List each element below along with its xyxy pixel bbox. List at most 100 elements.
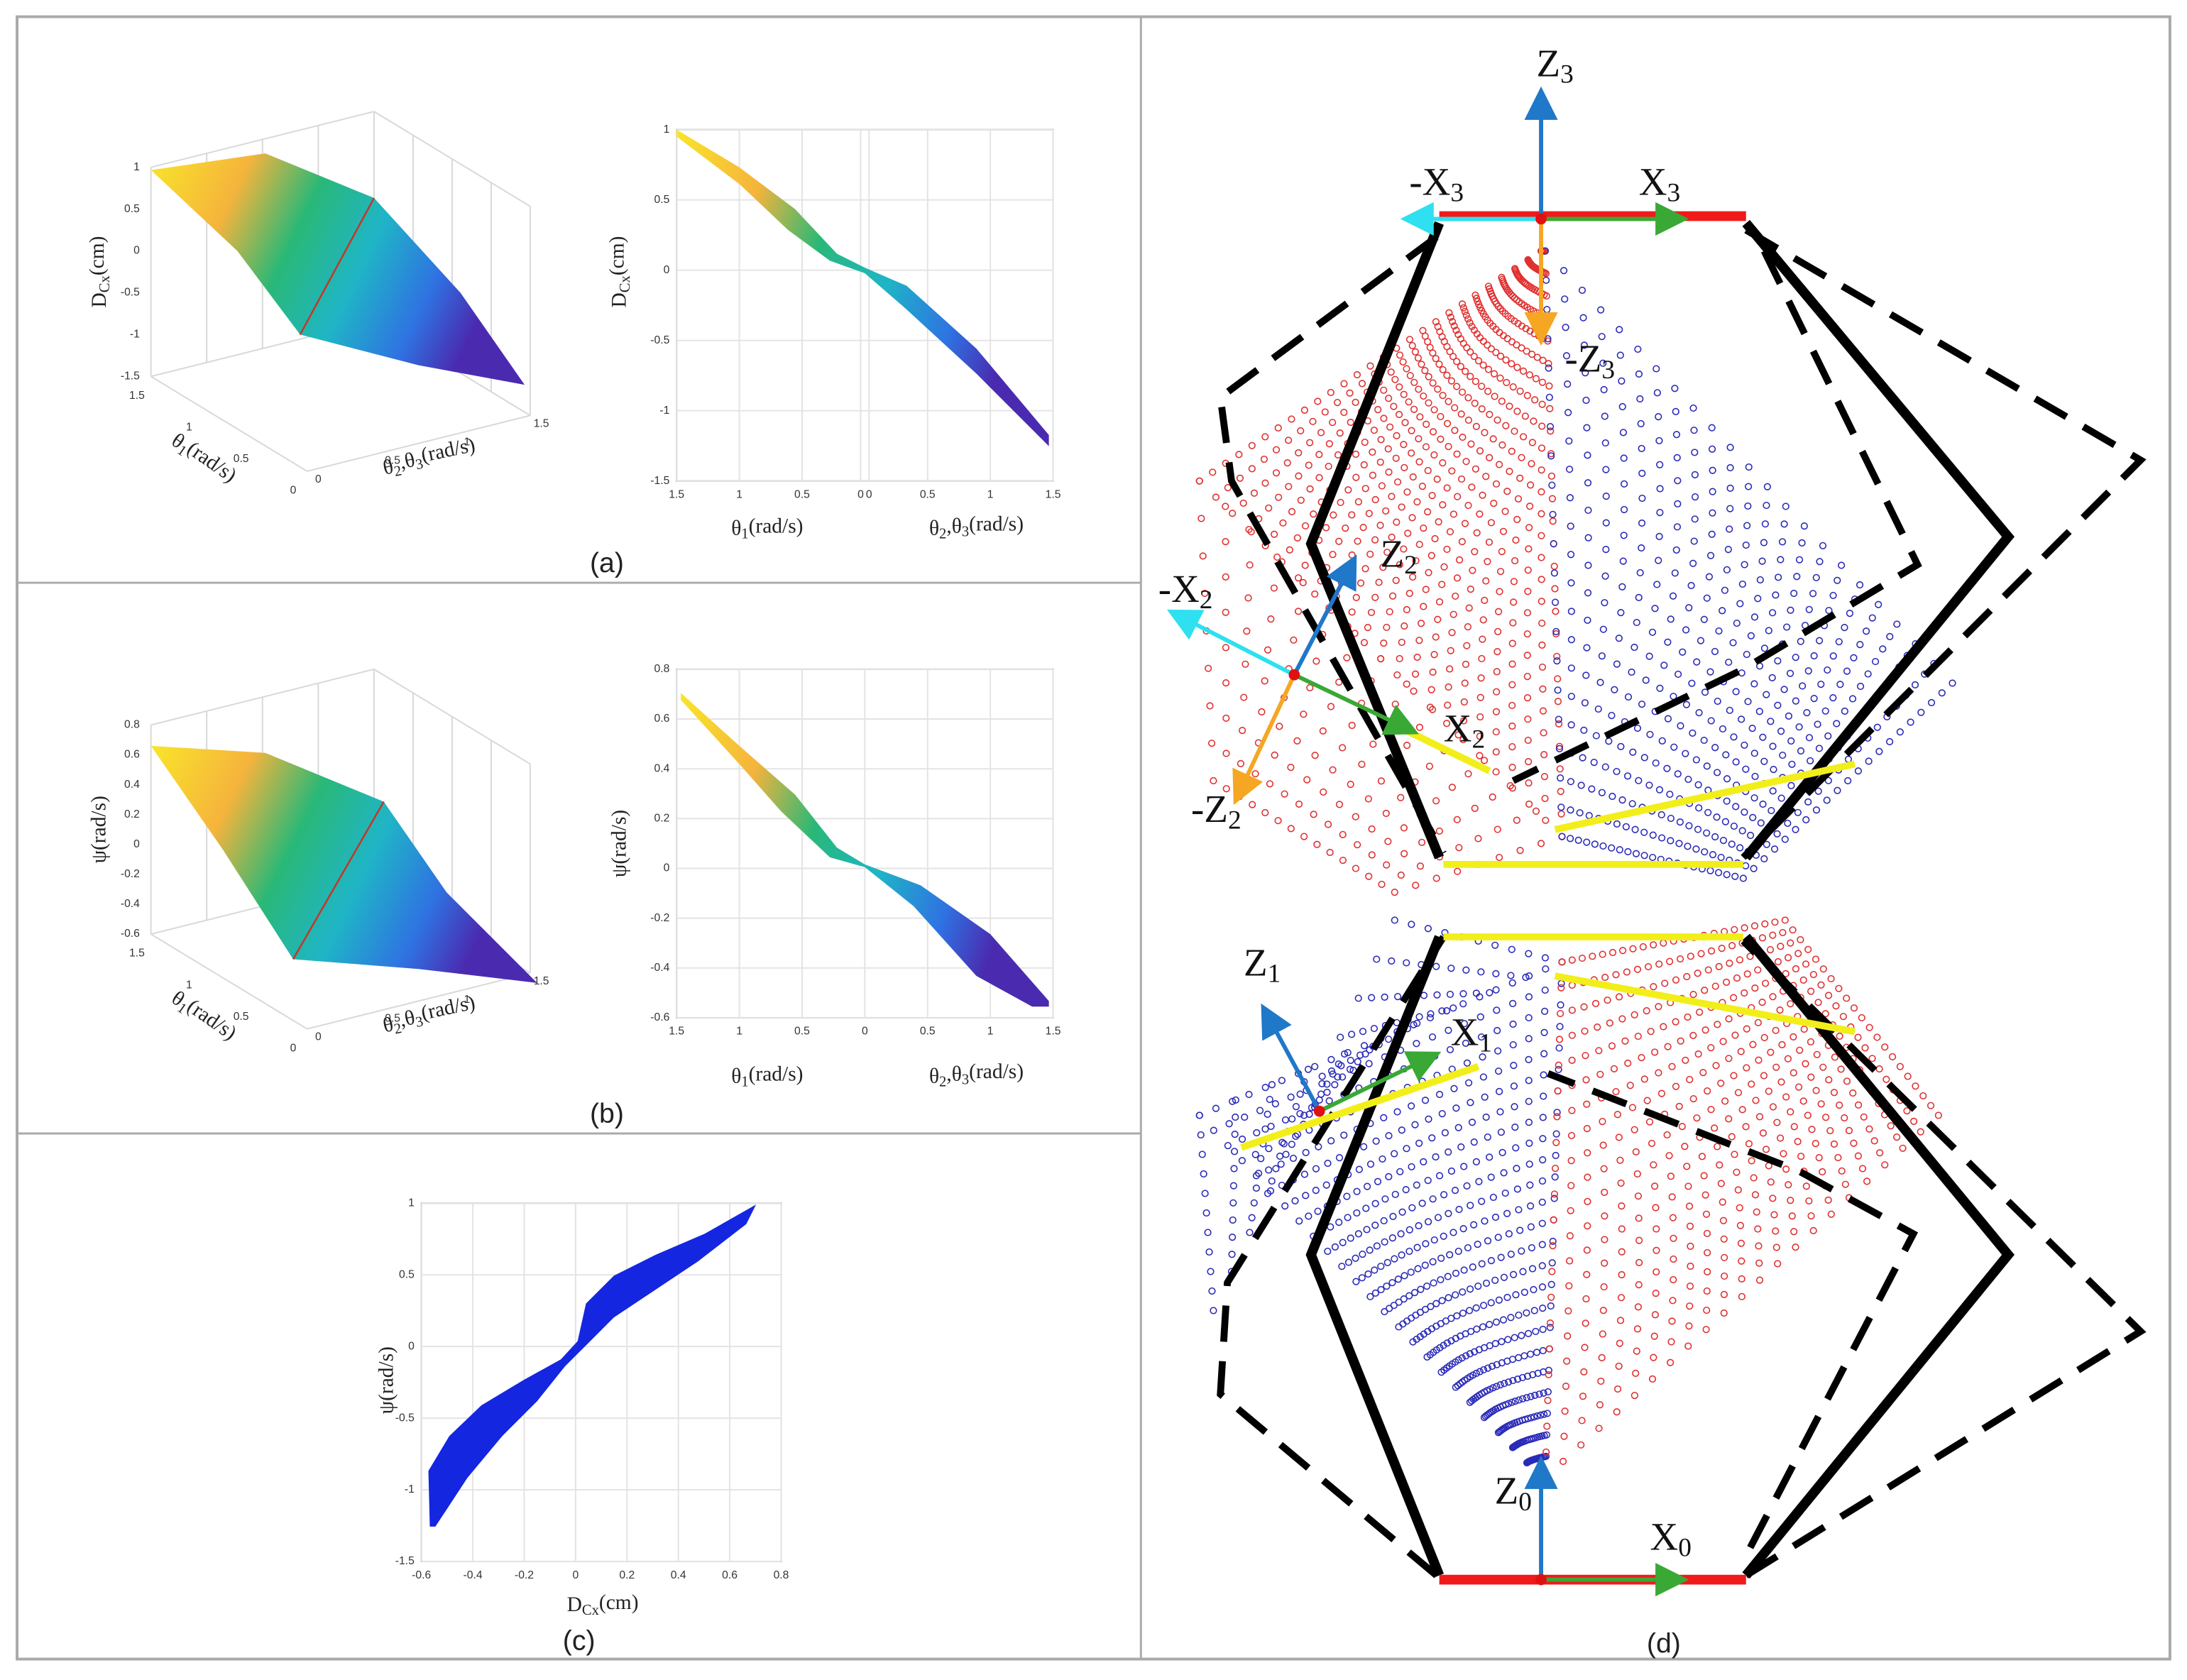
point — [1797, 935, 1804, 944]
point — [1486, 1153, 1493, 1161]
point — [1415, 385, 1423, 393]
point — [1501, 1380, 1508, 1388]
point — [1763, 691, 1770, 698]
point — [1444, 1273, 1452, 1280]
point — [1738, 1275, 1745, 1283]
point — [1428, 706, 1437, 713]
point — [1618, 583, 1626, 591]
point — [1508, 292, 1517, 300]
point — [1617, 1294, 1626, 1302]
point — [1868, 1055, 1876, 1063]
point — [1422, 443, 1430, 451]
point — [1770, 1211, 1778, 1219]
point — [1497, 1129, 1505, 1136]
point — [1594, 705, 1602, 713]
point — [1611, 686, 1618, 693]
point — [1620, 532, 1628, 539]
point — [1503, 1293, 1511, 1302]
point — [1588, 785, 1596, 793]
point — [1433, 991, 1441, 999]
point — [1738, 715, 1745, 723]
point — [1843, 994, 1851, 1002]
point — [1719, 725, 1727, 733]
point — [1425, 1115, 1432, 1123]
point — [1450, 322, 1458, 330]
point — [1542, 816, 1550, 824]
point — [1224, 1141, 1232, 1150]
point — [1510, 598, 1518, 606]
point — [1311, 752, 1319, 759]
point — [1375, 578, 1383, 586]
point — [1777, 1078, 1785, 1086]
point — [1881, 1161, 1889, 1169]
point — [1496, 352, 1505, 360]
point — [1461, 679, 1469, 687]
point — [1335, 537, 1343, 545]
point — [1515, 1354, 1523, 1361]
point — [1567, 636, 1575, 644]
point — [1248, 465, 1256, 473]
axis-arrow — [1166, 609, 1295, 677]
point — [1424, 925, 1432, 933]
point — [1667, 615, 1674, 623]
label-part: (rad/s) — [419, 433, 477, 466]
point — [1431, 534, 1439, 543]
point — [1346, 389, 1354, 397]
point — [1352, 1278, 1360, 1285]
point — [1463, 344, 1471, 352]
point — [1476, 1013, 1484, 1021]
point — [1222, 714, 1230, 722]
point — [1306, 683, 1314, 692]
label-part: -X — [1409, 160, 1450, 203]
point — [1583, 1125, 1591, 1133]
point — [1684, 1013, 1692, 1021]
point — [1371, 495, 1379, 504]
point — [1478, 1260, 1486, 1268]
point — [1449, 353, 1457, 361]
point — [1787, 781, 1795, 789]
point — [1547, 450, 1555, 458]
point — [1300, 710, 1308, 718]
point — [1802, 960, 1810, 968]
x-tick-label: -0.6 — [412, 1569, 431, 1581]
point — [1198, 1151, 1206, 1158]
point — [1403, 605, 1410, 614]
point — [1364, 624, 1371, 632]
point — [1476, 713, 1484, 721]
axis-label: θ1(rad/s) — [731, 1063, 803, 1089]
point — [1541, 1007, 1549, 1016]
point — [1616, 1156, 1624, 1164]
point — [1464, 315, 1472, 323]
point — [1230, 1165, 1238, 1173]
point — [1538, 1177, 1547, 1185]
label-part: 3 — [1601, 355, 1615, 384]
point — [1721, 586, 1729, 594]
point — [1563, 1357, 1571, 1365]
point — [1638, 444, 1645, 453]
point — [1421, 1305, 1430, 1313]
point — [1261, 1125, 1269, 1133]
point — [1413, 1040, 1420, 1048]
x-tick-label: 0.5 — [920, 1026, 936, 1038]
point — [1468, 322, 1476, 330]
point — [1700, 736, 1708, 745]
point — [1716, 1161, 1723, 1169]
point — [1683, 1163, 1691, 1170]
point — [1711, 647, 1719, 656]
point — [1702, 1326, 1710, 1334]
point — [1510, 1270, 1518, 1278]
point — [1329, 419, 1337, 427]
point — [1630, 1011, 1638, 1019]
point — [1773, 1119, 1781, 1126]
point — [1413, 1019, 1421, 1027]
point — [1510, 1062, 1518, 1070]
label-part: Cx — [582, 1603, 600, 1618]
point — [1315, 451, 1323, 459]
point — [1722, 751, 1730, 759]
point — [1490, 500, 1498, 507]
point — [1491, 1276, 1499, 1284]
point — [1581, 1027, 1589, 1035]
point — [1635, 1214, 1643, 1222]
point — [1672, 407, 1679, 415]
point — [1538, 1219, 1546, 1227]
